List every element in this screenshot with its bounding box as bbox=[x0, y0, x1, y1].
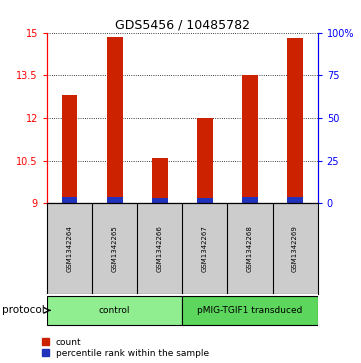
Text: GSM1342269: GSM1342269 bbox=[292, 225, 298, 272]
Text: GSM1342265: GSM1342265 bbox=[112, 225, 118, 272]
Legend: count, percentile rank within the sample: count, percentile rank within the sample bbox=[41, 337, 210, 359]
Bar bbox=[197, 118, 213, 203]
Text: GSM1342268: GSM1342268 bbox=[247, 225, 253, 272]
Text: GSM1342264: GSM1342264 bbox=[66, 225, 73, 272]
Bar bbox=[62, 197, 77, 203]
Bar bbox=[107, 197, 122, 203]
Text: GSM1342266: GSM1342266 bbox=[157, 225, 163, 272]
Bar bbox=[47, 295, 182, 325]
Text: pMIG-TGIF1 transduced: pMIG-TGIF1 transduced bbox=[197, 306, 303, 315]
Title: GDS5456 / 10485782: GDS5456 / 10485782 bbox=[115, 19, 250, 32]
Bar bbox=[197, 197, 213, 203]
Bar bbox=[107, 37, 122, 203]
Bar bbox=[287, 38, 303, 203]
Bar bbox=[152, 158, 168, 203]
Bar bbox=[242, 197, 258, 203]
Bar bbox=[242, 75, 258, 203]
Bar bbox=[182, 295, 318, 325]
Bar bbox=[152, 198, 168, 203]
Text: GSM1342267: GSM1342267 bbox=[202, 225, 208, 272]
Text: protocol: protocol bbox=[2, 305, 44, 315]
Bar bbox=[287, 197, 303, 203]
Text: control: control bbox=[99, 306, 130, 315]
Bar bbox=[62, 95, 77, 203]
